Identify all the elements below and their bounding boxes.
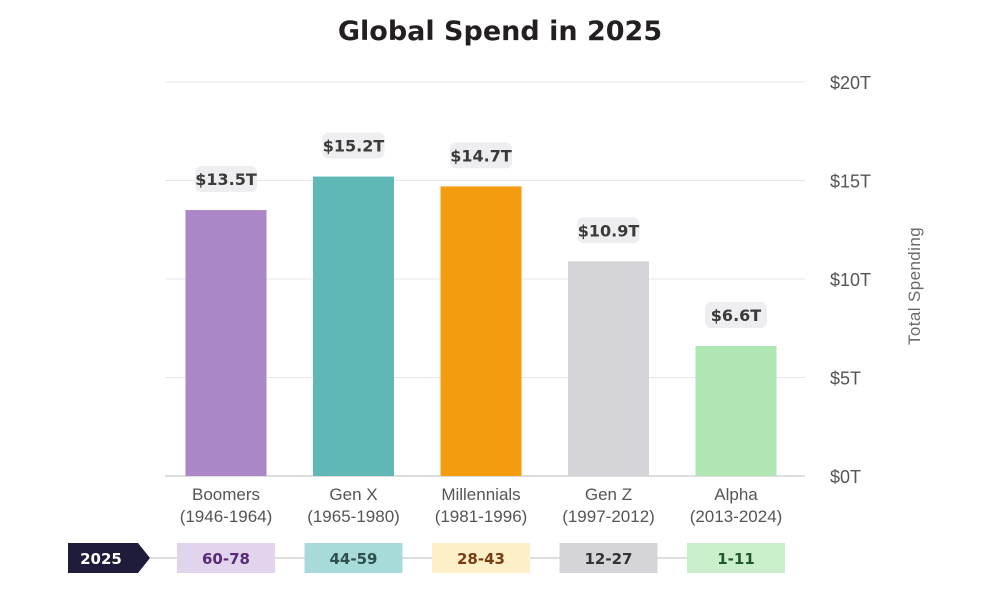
age-range-label: 60-78	[202, 550, 250, 568]
year-badge-label: 2025	[80, 550, 122, 568]
chart-title: Global Spend in 2025	[338, 16, 662, 47]
bar-boomers	[185, 210, 267, 477]
category-name: Gen X	[329, 485, 377, 504]
data-label: $6.6T	[711, 306, 761, 325]
bar-gen-z	[568, 261, 649, 476]
age-row: 2025 60-78 44-59 28-43 12-27 1-11	[68, 543, 785, 573]
data-label: $13.5T	[195, 170, 257, 189]
data-label-background	[577, 217, 640, 244]
age-range-label: 44-59	[330, 550, 378, 568]
y-tick-label: $5T	[830, 369, 861, 389]
category-years: (1997-2012)	[562, 507, 655, 526]
y-tick-label: $0T	[830, 467, 861, 487]
bar-gen-x	[313, 176, 394, 476]
data-labels: $13.5T $15.2T $14.7T $10.9T $6.6T	[195, 132, 767, 328]
y-tick-label: $10T	[830, 270, 871, 290]
y-tick-label: $15T	[830, 172, 871, 192]
category-name: Millennials	[441, 485, 520, 504]
age-range-box	[177, 543, 275, 573]
data-label-background	[322, 132, 385, 159]
bars	[185, 176, 777, 477]
y-axis-label: Total Spending	[905, 227, 924, 345]
category-name: Boomers	[192, 485, 260, 504]
age-range-label: 1-11	[717, 550, 755, 568]
category-name: Gen Z	[585, 485, 632, 504]
bar-millennials	[440, 186, 522, 476]
age-range-box	[432, 543, 530, 573]
data-label: $15.2T	[323, 137, 385, 156]
data-label-background	[195, 166, 257, 193]
bar-alpha	[695, 345, 777, 476]
data-label: $14.7T	[450, 146, 512, 165]
age-range-box	[559, 543, 658, 573]
category-years: (1946-1964)	[180, 507, 273, 526]
data-label-background	[705, 301, 767, 328]
category-years: (2013-2024)	[690, 507, 783, 526]
year-badge	[68, 543, 150, 573]
category-years: (1981-1996)	[435, 507, 528, 526]
age-range-label: 28-43	[457, 550, 505, 568]
data-label-background	[450, 142, 512, 169]
category-years: (1965-1980)	[307, 507, 400, 526]
age-range-box	[687, 543, 785, 573]
age-range-box	[304, 543, 403, 573]
y-tick-label: $20T	[830, 73, 871, 93]
category-name: Alpha	[714, 485, 758, 504]
data-label: $10.9T	[578, 221, 640, 240]
age-range-label: 12-27	[585, 550, 633, 568]
category-labels: Boomers (1946-1964) Gen X (1965-1980) Millen…	[180, 485, 783, 526]
y-axis-ticks: $0T $5T $10T $15T $20T	[830, 73, 871, 487]
